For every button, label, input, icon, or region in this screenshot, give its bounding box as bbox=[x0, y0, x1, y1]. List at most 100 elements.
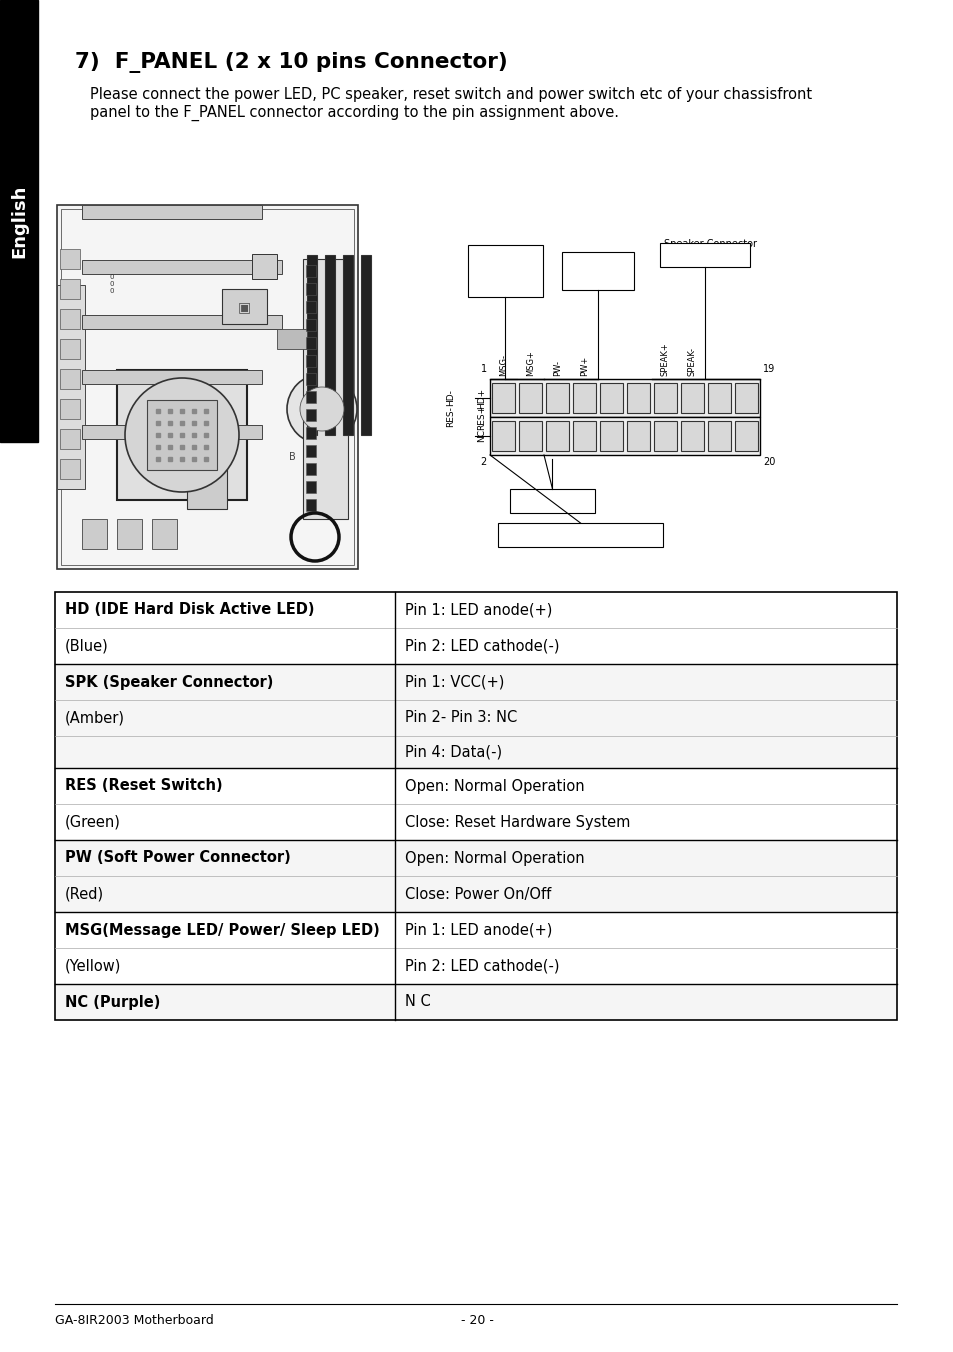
Text: PW (Soft Power Connector): PW (Soft Power Connector) bbox=[65, 850, 291, 865]
Bar bbox=[55, 592, 896, 664]
Bar bbox=[61, 210, 354, 565]
Bar bbox=[60, 369, 80, 389]
Bar bbox=[60, 458, 80, 479]
Bar bbox=[117, 370, 247, 500]
Text: English: English bbox=[10, 184, 28, 258]
Text: MSG-: MSG- bbox=[498, 354, 507, 376]
Bar bbox=[360, 256, 371, 435]
Text: Connector: Connector bbox=[565, 266, 616, 277]
Text: Close: Reset Hardware System: Close: Reset Hardware System bbox=[405, 814, 630, 830]
Circle shape bbox=[287, 375, 356, 443]
Text: HD (IDE Hard Disk Active LED): HD (IDE Hard Disk Active LED) bbox=[65, 603, 314, 618]
Text: MSG(Message LED/ Power/ Sleep LED): MSG(Message LED/ Power/ Sleep LED) bbox=[65, 922, 379, 937]
Bar bbox=[707, 420, 730, 452]
Bar bbox=[55, 592, 896, 1019]
Text: (Yellow): (Yellow) bbox=[65, 959, 121, 973]
Bar bbox=[306, 499, 315, 511]
Text: B: B bbox=[289, 452, 295, 462]
Bar bbox=[306, 445, 315, 457]
Bar bbox=[303, 260, 348, 519]
Text: MSG+: MSG+ bbox=[525, 350, 535, 376]
Text: 2: 2 bbox=[480, 457, 486, 466]
Bar bbox=[307, 256, 316, 435]
Bar bbox=[325, 256, 335, 435]
Text: (Blue): (Blue) bbox=[65, 638, 109, 653]
Bar bbox=[82, 425, 262, 439]
Text: SPEAK-: SPEAK- bbox=[687, 347, 697, 376]
Bar bbox=[60, 429, 80, 449]
Bar bbox=[468, 245, 542, 297]
Bar bbox=[55, 913, 896, 984]
Bar bbox=[518, 420, 541, 452]
Bar bbox=[626, 420, 649, 452]
Circle shape bbox=[125, 379, 239, 492]
Bar bbox=[654, 383, 677, 412]
Bar bbox=[306, 283, 315, 295]
Text: NC: NC bbox=[477, 430, 486, 442]
Bar bbox=[57, 206, 357, 569]
Bar bbox=[306, 481, 315, 493]
Bar bbox=[276, 329, 307, 349]
Circle shape bbox=[299, 387, 344, 431]
Bar bbox=[82, 206, 262, 219]
Bar bbox=[306, 410, 315, 420]
Text: RES-: RES- bbox=[446, 407, 455, 427]
Bar bbox=[0, 0, 38, 442]
Text: Message LED/: Message LED/ bbox=[472, 247, 540, 257]
Text: HD+: HD+ bbox=[477, 388, 486, 408]
Text: 20: 20 bbox=[762, 457, 775, 466]
Text: 19: 19 bbox=[762, 364, 775, 375]
Bar bbox=[492, 420, 515, 452]
Bar bbox=[680, 420, 703, 452]
Bar bbox=[573, 420, 596, 452]
Bar bbox=[707, 383, 730, 412]
Text: RES (Reset Switch): RES (Reset Switch) bbox=[65, 779, 222, 794]
Text: PW+: PW+ bbox=[579, 356, 588, 376]
Text: Pin 2: LED cathode(-): Pin 2: LED cathode(-) bbox=[405, 959, 558, 973]
Bar bbox=[561, 251, 634, 289]
Bar bbox=[306, 356, 315, 366]
Bar bbox=[82, 370, 262, 384]
Bar bbox=[510, 489, 595, 512]
Bar bbox=[599, 383, 622, 412]
Text: (Amber): (Amber) bbox=[65, 711, 125, 726]
Bar bbox=[306, 427, 315, 439]
Bar bbox=[82, 315, 282, 329]
Bar bbox=[492, 383, 515, 412]
Text: IDE Hard Disk Active LED: IDE Hard Disk Active LED bbox=[515, 530, 645, 539]
Bar bbox=[626, 383, 649, 412]
Text: Pin 4: Data(-): Pin 4: Data(-) bbox=[405, 745, 501, 760]
Bar bbox=[187, 439, 227, 508]
Bar bbox=[659, 243, 749, 266]
Text: Open: Normal Operation: Open: Normal Operation bbox=[405, 850, 584, 865]
Bar bbox=[545, 420, 568, 452]
Text: Open: Normal Operation: Open: Normal Operation bbox=[405, 779, 584, 794]
Bar bbox=[306, 391, 315, 403]
Bar bbox=[60, 399, 80, 419]
Text: PW-: PW- bbox=[553, 360, 561, 376]
Text: N C: N C bbox=[405, 995, 431, 1010]
Bar bbox=[545, 383, 568, 412]
Bar bbox=[306, 265, 315, 277]
Text: 1: 1 bbox=[480, 364, 486, 375]
Text: Close: Power On/Off: Close: Power On/Off bbox=[405, 887, 551, 902]
Bar bbox=[60, 339, 80, 360]
Text: Speaker Connector: Speaker Connector bbox=[663, 239, 757, 249]
Text: Power/: Power/ bbox=[472, 261, 504, 270]
Bar bbox=[497, 523, 662, 548]
Bar bbox=[60, 310, 80, 329]
Text: Pin 1: LED anode(+): Pin 1: LED anode(+) bbox=[405, 922, 552, 937]
Bar bbox=[55, 664, 896, 768]
Bar bbox=[82, 260, 282, 274]
Text: SPEAK+: SPEAK+ bbox=[660, 342, 669, 376]
Bar bbox=[306, 462, 315, 475]
Text: 0
0
0: 0 0 0 bbox=[110, 274, 114, 293]
Bar bbox=[60, 249, 80, 269]
Bar bbox=[518, 383, 541, 412]
Bar bbox=[306, 337, 315, 349]
Bar bbox=[654, 420, 677, 452]
Text: 7)  F_PANEL (2 x 10 pins Connector): 7) F_PANEL (2 x 10 pins Connector) bbox=[75, 51, 507, 73]
Bar bbox=[222, 289, 267, 324]
Text: HD-: HD- bbox=[446, 389, 455, 407]
Bar bbox=[55, 840, 896, 913]
